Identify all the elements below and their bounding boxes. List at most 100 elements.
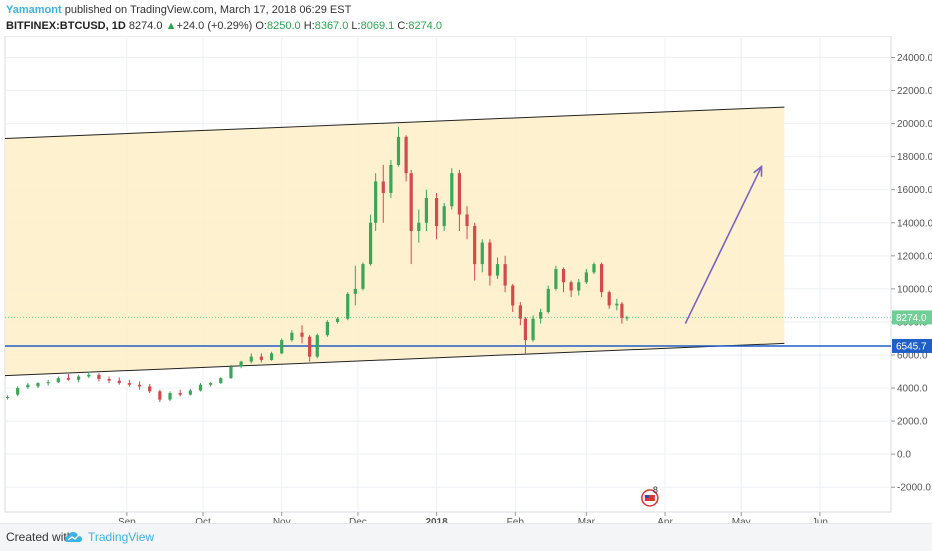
candle-up	[615, 303, 619, 306]
open-label: O:	[255, 20, 267, 32]
candle-up	[531, 318, 535, 341]
candle-up	[577, 282, 581, 291]
candle-down	[107, 378, 111, 381]
candle-down	[66, 378, 71, 380]
candle-up	[16, 388, 20, 395]
candle-up	[229, 366, 233, 379]
candle-up	[480, 242, 484, 265]
flag-canton	[644, 495, 649, 498]
channel-drawing[interactable]	[4, 106, 785, 377]
candle-down	[599, 264, 604, 293]
y-tick-label: 12000.0	[897, 251, 932, 262]
x-tick-label: Jun	[812, 517, 828, 523]
candle-up	[368, 222, 373, 265]
y-tick-label: 16000.0	[897, 185, 932, 196]
candles	[5, 126, 629, 403]
price-axis[interactable]: 24000.0 22000.0 20000.0 18000.0 16000.0 14000…	[891, 53, 932, 494]
y-tick-label: 22000.0	[897, 86, 932, 97]
candle-down	[381, 181, 385, 194]
author-link[interactable]: Yamamont	[6, 4, 62, 16]
footer-bar: Created with TradingView	[0, 523, 932, 551]
candle-up	[56, 378, 60, 383]
candle-down	[607, 292, 611, 306]
time-axis[interactable]: Sep Oct Nov Dec 2018 Feb Mar Apr May Jun	[118, 512, 828, 523]
event-badge[interactable]: 8	[641, 485, 659, 507]
ohlc-line: BITFINEX:BTCUSD, 1D 8274.0 ▲+24.0 (+0.29…	[6, 19, 442, 33]
candle-up	[280, 340, 284, 354]
candle-up	[539, 312, 543, 319]
candle-down	[97, 374, 101, 379]
price-lines	[5, 316, 891, 347]
arrow-head	[753, 164, 763, 177]
price-label-box	[892, 338, 932, 353]
y-tick-label: 10000.0	[897, 284, 932, 295]
candle-up	[361, 264, 365, 289]
y-tick-label: -2000.0	[897, 483, 931, 494]
tradingview-cloud-icon[interactable]	[64, 528, 84, 546]
candle-up	[396, 136, 401, 165]
tradingview-link[interactable]: TradingView	[88, 530, 155, 544]
price-label-text: 8274.0	[896, 313, 927, 324]
chart-header: Yamamont published on TradingView.com, M…	[0, 0, 932, 36]
candle-up	[77, 376, 81, 380]
close-value: 8274.0	[408, 20, 442, 32]
last-price: 8274.0	[128, 20, 163, 32]
candle-down	[569, 282, 573, 291]
candle-up	[592, 264, 596, 273]
candle-up	[209, 383, 213, 385]
candle-down	[503, 264, 507, 286]
candle-down	[137, 384, 142, 387]
candle-down	[178, 393, 182, 395]
candle-down	[457, 173, 462, 215]
candle-up	[5, 397, 10, 399]
high-label: H:	[303, 20, 315, 32]
candle-up	[584, 272, 588, 283]
candle-up	[546, 288, 550, 313]
candle-up	[424, 197, 429, 223]
trend-arrow[interactable]	[684, 164, 763, 324]
candle-down	[465, 214, 469, 227]
event-count: 8	[653, 485, 658, 495]
y-tick-label: 4000.0	[897, 384, 928, 395]
high-value: 8367.0	[314, 20, 349, 32]
candle-up	[87, 374, 91, 377]
candle-up	[188, 390, 192, 395]
candle-up	[374, 181, 378, 223]
candle-up	[353, 288, 357, 294]
candle-up	[239, 361, 243, 367]
symbol-label[interactable]: BITFINEX:BTCUSD, 1D	[6, 20, 126, 32]
close-label: C:	[397, 20, 409, 32]
x-tick-label: Feb	[507, 517, 525, 523]
candle-down	[511, 285, 515, 306]
candle-up	[269, 353, 274, 360]
candle-up	[325, 321, 330, 336]
candle-down	[127, 383, 131, 385]
flag-stripes	[644, 495, 655, 501]
y-tick-label: 18000.0	[897, 152, 932, 163]
y-tick-label: 6000.0	[897, 350, 928, 361]
candle-down	[409, 173, 413, 232]
candle-down	[404, 136, 408, 174]
x-tick-label: Oct	[195, 517, 211, 523]
price-chart[interactable]: 8 24000.0 22000.0 20000.0 18000.0 16000.0 140…	[0, 36, 932, 523]
candle-down	[148, 386, 152, 392]
candle-up	[219, 378, 223, 384]
candle-up	[495, 264, 500, 276]
candle-down	[117, 380, 121, 384]
candle-down	[259, 356, 264, 360]
candle-down	[473, 226, 477, 265]
candle-up	[442, 206, 446, 227]
candle-up	[389, 164, 393, 194]
created-with-label: Created with	[6, 530, 74, 544]
publish-info: published on TradingView.com, March 17, …	[64, 4, 352, 16]
y-tick-label: 2000.0	[897, 417, 928, 428]
candle-up	[168, 393, 172, 400]
candle-up	[36, 383, 40, 387]
candle-up	[198, 384, 203, 391]
candle-up	[335, 318, 340, 322]
candle-down	[300, 332, 304, 337]
candle-up	[290, 332, 294, 341]
y-tick-label: 14000.0	[897, 218, 932, 229]
price-axis-labels: 8274.0 6545.7	[892, 310, 932, 353]
low-value: 8069.1	[360, 20, 395, 32]
